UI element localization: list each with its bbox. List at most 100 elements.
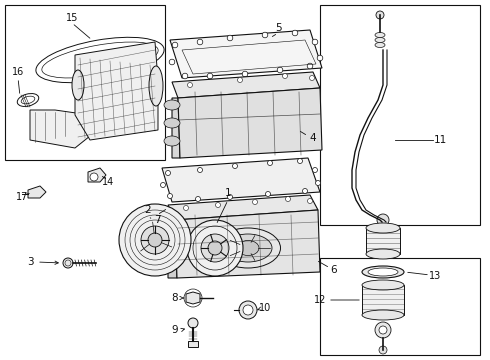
Circle shape — [297, 158, 302, 163]
Text: 5: 5 — [275, 23, 281, 33]
Circle shape — [63, 258, 73, 268]
Ellipse shape — [216, 228, 280, 268]
Text: 4: 4 — [310, 133, 317, 143]
Circle shape — [308, 198, 313, 203]
Polygon shape — [188, 341, 198, 347]
Text: 13: 13 — [429, 271, 441, 281]
Circle shape — [310, 76, 315, 81]
Circle shape — [292, 30, 298, 36]
Circle shape — [90, 173, 98, 181]
Ellipse shape — [224, 234, 272, 262]
Bar — [366, 228, 400, 254]
Polygon shape — [175, 210, 320, 278]
Polygon shape — [168, 220, 177, 278]
Circle shape — [252, 199, 258, 204]
Polygon shape — [170, 30, 322, 78]
Ellipse shape — [366, 249, 400, 259]
Text: 14: 14 — [102, 177, 114, 187]
Polygon shape — [75, 42, 158, 140]
Text: 6: 6 — [331, 265, 337, 275]
Polygon shape — [30, 110, 95, 148]
Circle shape — [188, 318, 198, 328]
Circle shape — [169, 59, 175, 65]
Circle shape — [268, 161, 272, 166]
Polygon shape — [172, 98, 180, 158]
Ellipse shape — [362, 310, 404, 320]
Circle shape — [187, 220, 243, 276]
Polygon shape — [88, 168, 106, 182]
Text: 9: 9 — [172, 325, 178, 335]
Circle shape — [182, 73, 188, 79]
Ellipse shape — [17, 94, 39, 107]
Circle shape — [317, 55, 323, 61]
Circle shape — [312, 39, 318, 45]
Text: 17: 17 — [16, 192, 28, 202]
Bar — [320, 5, 480, 225]
Circle shape — [183, 206, 189, 211]
Ellipse shape — [368, 268, 398, 276]
Ellipse shape — [362, 280, 404, 290]
Circle shape — [379, 346, 387, 354]
Circle shape — [227, 194, 232, 199]
Ellipse shape — [164, 100, 180, 110]
Polygon shape — [186, 292, 200, 304]
Text: 16: 16 — [12, 67, 24, 77]
Circle shape — [161, 183, 166, 188]
Text: 2: 2 — [145, 205, 151, 215]
Circle shape — [377, 214, 389, 226]
Ellipse shape — [162, 241, 178, 253]
Polygon shape — [28, 186, 46, 198]
Circle shape — [232, 163, 238, 168]
Circle shape — [141, 226, 169, 254]
Circle shape — [119, 204, 191, 276]
Ellipse shape — [375, 42, 385, 48]
Circle shape — [208, 241, 222, 255]
Circle shape — [243, 305, 253, 315]
Ellipse shape — [164, 118, 180, 128]
Circle shape — [197, 39, 203, 45]
Bar — [362, 285, 404, 315]
Circle shape — [238, 77, 243, 82]
Circle shape — [375, 322, 391, 338]
Circle shape — [188, 82, 193, 87]
Circle shape — [166, 171, 171, 175]
Circle shape — [196, 197, 200, 202]
Polygon shape — [178, 88, 322, 158]
Ellipse shape — [366, 223, 400, 233]
Circle shape — [277, 67, 283, 73]
Ellipse shape — [72, 70, 84, 100]
Text: 1: 1 — [225, 188, 231, 198]
Bar — [320, 258, 480, 355]
Circle shape — [242, 71, 248, 77]
Ellipse shape — [362, 266, 404, 278]
Circle shape — [262, 32, 268, 38]
Circle shape — [286, 197, 291, 202]
Ellipse shape — [164, 136, 180, 146]
Circle shape — [239, 301, 257, 319]
Circle shape — [216, 202, 220, 207]
Ellipse shape — [375, 37, 385, 42]
Circle shape — [283, 73, 288, 78]
Text: 12: 12 — [314, 295, 326, 305]
Bar — [5, 5, 165, 160]
Ellipse shape — [237, 240, 259, 256]
Text: 10: 10 — [259, 303, 271, 313]
Circle shape — [376, 11, 384, 19]
Ellipse shape — [149, 66, 163, 106]
Circle shape — [307, 63, 313, 69]
Ellipse shape — [375, 32, 385, 37]
Circle shape — [302, 189, 308, 194]
Polygon shape — [162, 158, 320, 202]
Circle shape — [201, 234, 229, 262]
Polygon shape — [172, 72, 320, 98]
Circle shape — [379, 326, 387, 334]
Text: 3: 3 — [26, 257, 33, 267]
Circle shape — [168, 194, 172, 198]
Polygon shape — [168, 195, 318, 220]
Circle shape — [148, 233, 162, 247]
Circle shape — [207, 73, 213, 79]
Text: 15: 15 — [66, 13, 78, 23]
Circle shape — [197, 167, 202, 172]
Circle shape — [266, 192, 270, 197]
Text: 11: 11 — [433, 135, 446, 145]
